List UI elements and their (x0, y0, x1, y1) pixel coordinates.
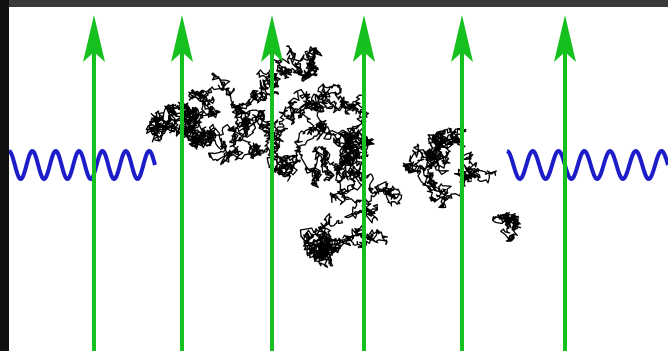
random-walk-path-3 (145, 101, 205, 143)
wave-right (506, 148, 668, 182)
arrow-4 (353, 15, 375, 351)
diagram-canvas (9, 7, 668, 351)
arrow-head (83, 15, 105, 62)
arrow-head (451, 15, 473, 62)
arrow-1 (83, 15, 105, 351)
arrow-head (261, 15, 283, 62)
arrow-3 (261, 15, 283, 351)
diagram-svg (9, 15, 668, 351)
wave-group (9, 148, 668, 182)
random-walk-path-5 (299, 212, 389, 268)
arrow-5 (451, 15, 473, 351)
random-walk-cluster (145, 45, 522, 268)
arrow-6 (554, 15, 576, 351)
wave-left (9, 148, 157, 182)
window-left-border (0, 0, 9, 351)
random-walk-path-7 (491, 212, 522, 242)
arrow-head (171, 15, 193, 62)
random-walk-path-6 (273, 45, 323, 82)
window-top-border (0, 0, 668, 7)
random-walk-path-2 (180, 67, 281, 166)
arrow-head (353, 15, 375, 62)
random-walk-path-4 (402, 127, 497, 209)
arrow-head (554, 15, 576, 62)
arrow-group (83, 15, 576, 351)
arrow-2 (171, 15, 193, 351)
random-walk-path-1 (248, 83, 403, 224)
